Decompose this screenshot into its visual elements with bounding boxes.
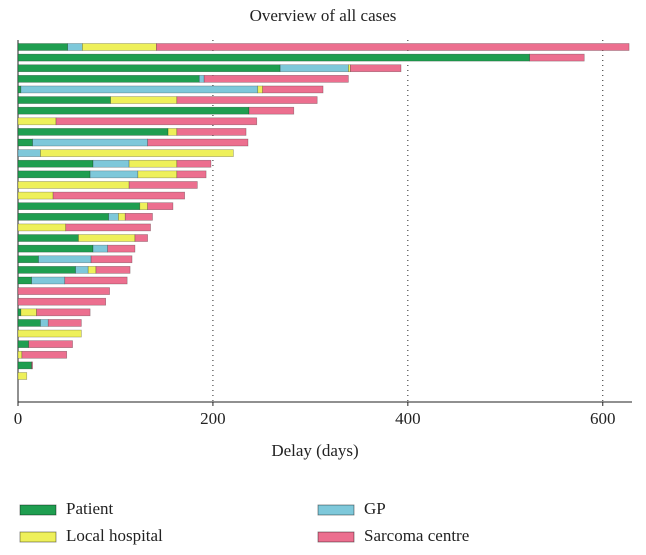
bar-segment (40, 149, 234, 157)
bar-segment (40, 319, 49, 327)
bar-segment (176, 159, 212, 168)
bar-segment (21, 350, 68, 359)
legend-label: Local hospital (66, 526, 163, 545)
x-axis-label: Delay (days) (271, 441, 358, 460)
bar-segment (17, 297, 107, 306)
bar-segment (248, 106, 295, 115)
bar-segment (139, 202, 148, 210)
bar-segment (38, 255, 92, 264)
bar-segment (108, 213, 119, 221)
bar-segment (78, 234, 136, 242)
bar-segment (17, 149, 41, 157)
bar-segment (147, 202, 174, 210)
bar-segment (198, 75, 205, 83)
bar-segment (17, 329, 82, 338)
bar-segment (87, 266, 97, 274)
bar-segment (28, 340, 73, 348)
bar-segment (17, 287, 110, 295)
bar-segment (107, 244, 136, 253)
x-tick-label: 0 (14, 409, 23, 428)
bar-segment (17, 117, 57, 126)
bar-segment (75, 266, 89, 274)
bar-segment (137, 170, 178, 179)
bar-segment (55, 117, 258, 126)
bar-segment (17, 170, 91, 179)
bar-segment (17, 350, 23, 359)
bar-segment (17, 372, 28, 380)
bar-segment (262, 85, 324, 94)
bar-segment (17, 234, 79, 242)
x-tick-label: 200 (200, 409, 226, 428)
bar-segment (203, 75, 349, 83)
bar-segment (17, 106, 250, 115)
bar-segment (110, 96, 178, 104)
legend-swatch (317, 504, 355, 516)
bar-segment (17, 361, 32, 370)
bar-segment (20, 85, 259, 94)
bar-segment (176, 96, 318, 104)
bar-segment (64, 276, 128, 285)
bar-segment (67, 43, 83, 51)
bar-segment (176, 170, 207, 179)
bar-segment (17, 43, 69, 51)
bar-segment (17, 244, 94, 253)
bar-segment (17, 202, 141, 210)
bar-segment (17, 138, 33, 147)
bar-segment (47, 319, 82, 327)
bar-segment (17, 266, 76, 274)
bar-segment (17, 223, 67, 232)
x-tick-label: 400 (395, 409, 421, 428)
bar-segment (17, 85, 22, 94)
bar-segment (17, 128, 169, 136)
bar-segment (20, 308, 37, 317)
bar-segment (92, 159, 130, 168)
bar-segment (128, 181, 198, 189)
legend-label: Patient (66, 499, 113, 518)
bar-segment (156, 43, 630, 51)
bar-segment (90, 255, 133, 264)
bar-segment (17, 181, 130, 189)
bar-segment (17, 75, 200, 83)
bar-segment (124, 213, 153, 221)
legend-label: Sarcoma centre (364, 526, 469, 545)
bar-segment (17, 53, 530, 62)
bar-segment (36, 308, 91, 317)
bar-segment (52, 191, 185, 200)
bar-segment (31, 276, 66, 285)
bar-segment (92, 244, 108, 253)
bar-segment (176, 128, 247, 136)
bar-segment (257, 85, 263, 94)
bar-segment (32, 138, 148, 147)
bar-segment (167, 128, 178, 136)
bar-segment (17, 276, 32, 285)
legend-swatch (19, 504, 57, 516)
bar-segment (17, 340, 30, 348)
bar-segment (128, 159, 178, 168)
bar-segment (82, 43, 157, 51)
bar-segment (17, 213, 109, 221)
bar-segment (147, 138, 249, 147)
bar-segment (134, 234, 148, 242)
bar-segment (350, 64, 402, 73)
bar-segment (17, 191, 54, 200)
bar-segment (17, 159, 94, 168)
bar-segment (118, 213, 126, 221)
bar-segment (95, 266, 131, 274)
legend-swatch (317, 531, 355, 543)
legend-label: GP (364, 499, 386, 518)
legend-swatch (19, 531, 57, 543)
bar-segment (529, 53, 585, 62)
bar-segment (17, 308, 22, 317)
bar-segment (65, 223, 151, 232)
bar-segment (17, 96, 111, 104)
chart-title: Overview of all cases (250, 6, 397, 25)
bar-segment (17, 64, 281, 73)
bar-segment (89, 170, 139, 179)
bar-segment (279, 64, 349, 73)
bar-segment (31, 361, 33, 370)
bar-segment (17, 319, 41, 327)
bar-segment (17, 255, 39, 264)
x-tick-label: 600 (590, 409, 616, 428)
